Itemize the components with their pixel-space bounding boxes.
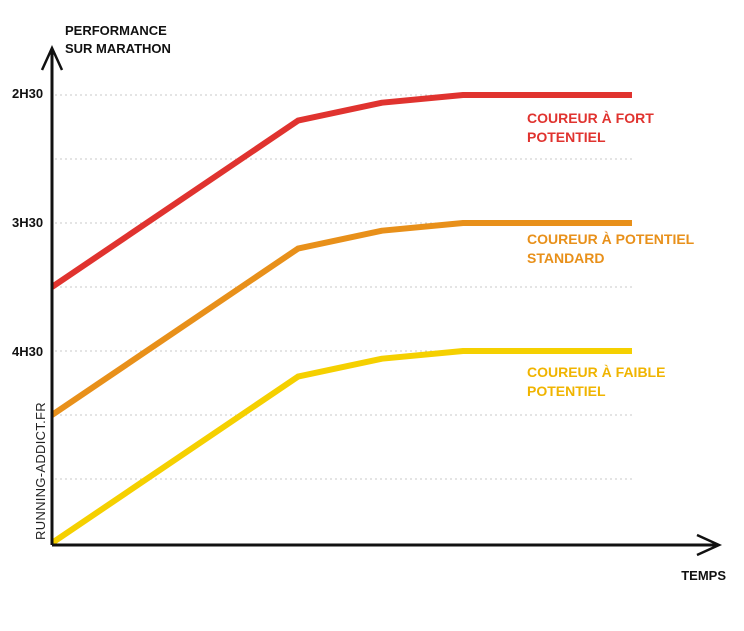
y-tick-label: 4H30 (12, 344, 43, 359)
y-axis-title-line-1: PERFORMANCE (65, 23, 167, 38)
x-axis-title: TEMPS (681, 568, 726, 583)
series-line-1 (50, 220, 632, 418)
y-tick-label: 2H30 (12, 86, 43, 101)
y-axis-title-line-2: SUR MARATHON (65, 41, 171, 56)
series-label-standard-line-2: STANDARD (527, 250, 605, 266)
y-tick-label: 3H30 (12, 215, 43, 230)
series-line-0 (50, 92, 632, 290)
series-label-strong-line-1: COUREUR À FORT (527, 110, 654, 126)
series-label-weak-line-1: COUREUR À FAIBLE (527, 364, 665, 380)
series-lines (50, 92, 632, 546)
series-label-strong-line-2: POTENTIEL (527, 129, 606, 145)
series-label-standard-line-1: COUREUR À POTENTIEL (527, 231, 695, 247)
grid (55, 94, 632, 480)
x-axis-arrow (696, 533, 723, 557)
series-label-weak-line-2: POTENTIEL (527, 383, 606, 399)
series-line-2 (50, 348, 632, 546)
y-axis-arrow (40, 44, 64, 71)
watermark: RUNNING-ADDICT.FR (33, 402, 48, 540)
